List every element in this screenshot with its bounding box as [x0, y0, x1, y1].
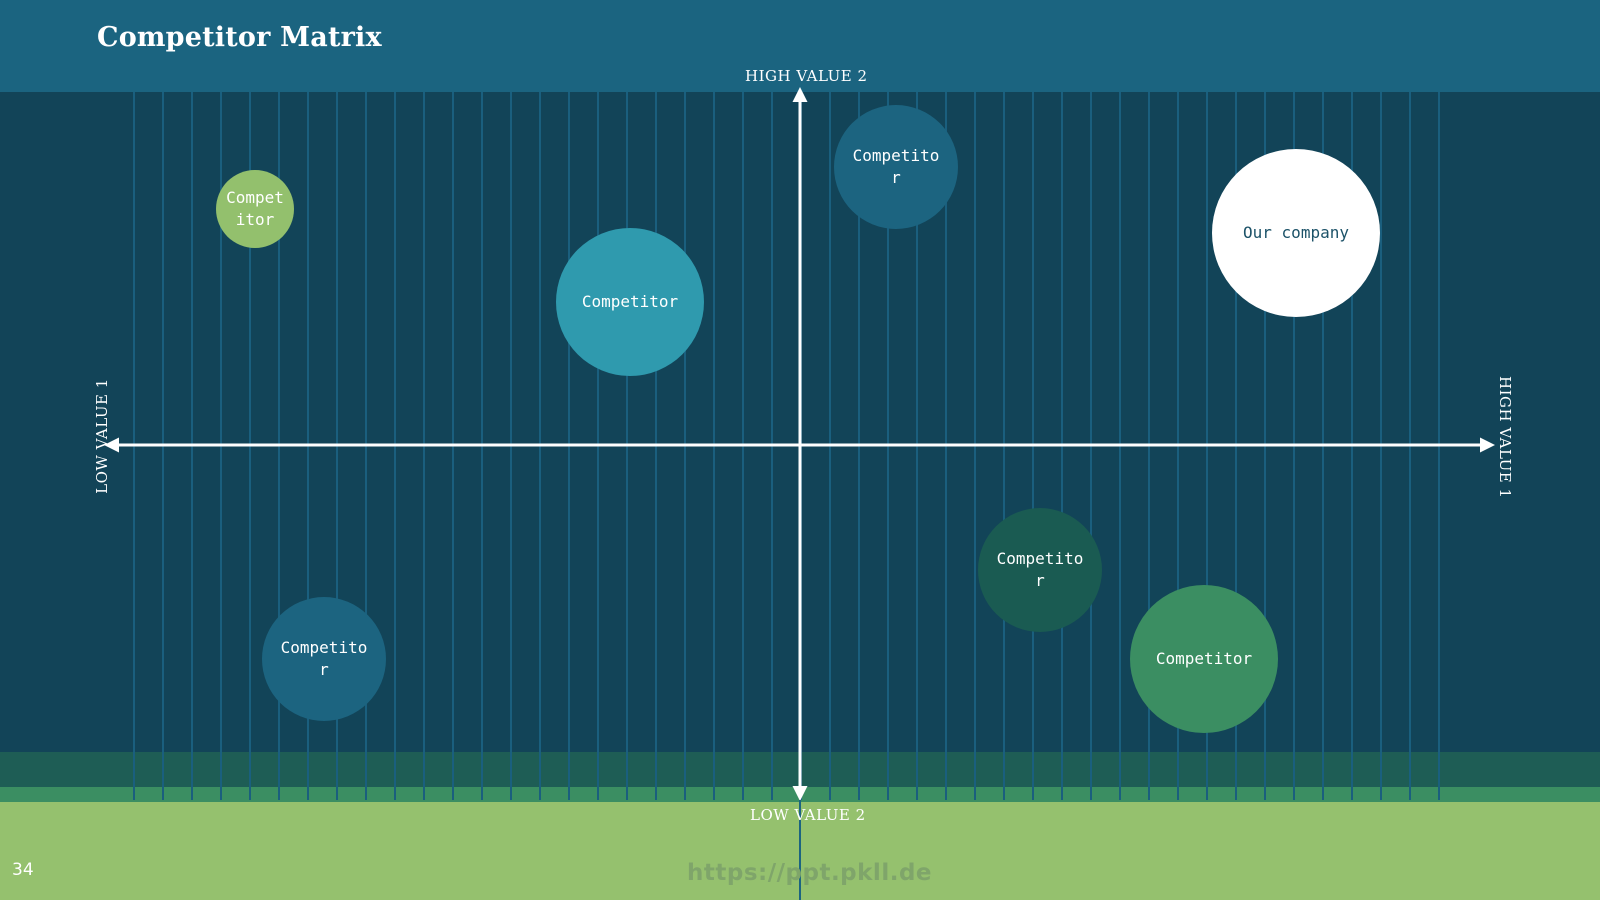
watermark-text: https://ppt.pkll.de	[687, 860, 933, 886]
slide-number: 34	[12, 860, 34, 880]
competitor-bubble-bottom-right: Competitor	[1130, 585, 1278, 733]
axis-label-top: HIGH VALUE 2	[745, 67, 868, 85]
axis-label-left: LOW VALUE 1	[93, 378, 111, 494]
competitor-bubble-top-left: Competitor	[216, 170, 294, 248]
bubble-label: Competitor	[852, 146, 940, 187]
competitor-bubble-teal: Competitor	[556, 228, 704, 376]
bubble-label: Competitor	[996, 549, 1084, 590]
axis-label-bottom: LOW VALUE 2	[750, 806, 866, 824]
bubble-label: Our company	[1243, 223, 1349, 242]
our-company-bubble: Our company	[1212, 149, 1380, 317]
bubble-label: Competitor	[226, 188, 284, 229]
bubble-label: Competitor	[581, 292, 679, 311]
competitor-bubble-top-center: Competitor	[834, 105, 958, 229]
axis-label-right: HIGH VALUE 1	[1496, 376, 1514, 499]
header-bar	[0, 0, 1600, 92]
slide-title: Competitor Matrix	[97, 22, 382, 53]
bubble-label: Competitor	[280, 638, 368, 679]
bubble-label: Competitor	[1155, 649, 1253, 668]
competitor-bubble-bottom-left: Competitor	[262, 597, 386, 721]
competitor-bubble-mid-right: Competitor	[978, 508, 1102, 632]
